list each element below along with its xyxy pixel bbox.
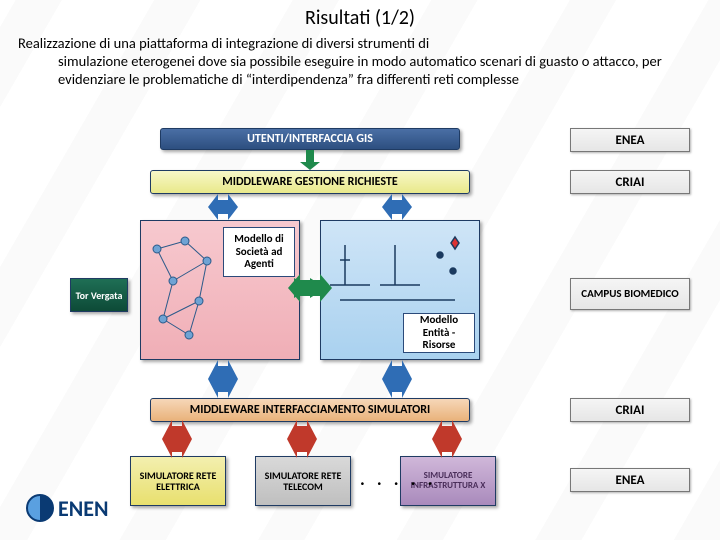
architecture-diagram: UTENTI/INTERFACCIA GIS MIDDLEWARE GESTIO… (70, 128, 548, 523)
arrow-blue-mw2 (382, 360, 412, 398)
arrow-mw2-sim3 (432, 420, 462, 458)
box-tor-vergata: Tor Vergata (70, 278, 128, 312)
para-line1: Realizzazione di una piattaforma di inte… (18, 34, 429, 52)
arrow-mw1-pink (208, 194, 238, 220)
enea-logo-icon (26, 494, 54, 522)
page-title: Risultati (1/2) (0, 0, 720, 30)
partner-campus-biomedico: CAMPUS BIOMEDICO (570, 278, 690, 310)
box-entity-model: Modello Entità - Risorse (320, 220, 480, 360)
partner-criai-1: CRIAI (570, 170, 690, 194)
para-rest: simulazione eterogenei dove sia possibil… (18, 52, 702, 88)
label-agent-model: Modello di Società ad Agenti (223, 227, 295, 277)
arrow-mw1-blue (382, 194, 412, 220)
partner-criai-2: CRIAI (570, 398, 690, 422)
entity-icon (325, 225, 475, 315)
label-entity-model: Modello Entità - Risorse (403, 313, 475, 353)
description-paragraph: Realizzazione di una piattaforma di inte… (0, 30, 720, 88)
box-middleware-simulators: MIDDLEWARE INTERFACCIAMENTO SIMULATORI (150, 398, 470, 422)
enea-logo: ENEN (26, 494, 108, 522)
box-sim-electric: SIMULATORE RETE ELETTRICA (130, 456, 226, 506)
enea-logo-text: ENEN (58, 495, 108, 522)
partner-enea-2: ENEA (570, 468, 690, 492)
arrow-mw2-sim1 (162, 420, 192, 458)
box-middleware-requests: MIDDLEWARE GESTIONE RICHIESTE (150, 170, 470, 194)
box-agent-model: Modello di Società ad Agenti (140, 220, 300, 360)
arrow-gis-mw1 (300, 150, 320, 170)
box-sim-telecom: SIMULATORE RETE TELECOM (255, 456, 351, 506)
arrow-pink-mw2 (208, 360, 238, 398)
partners-column: ENEA CRIAI CAMPUS BIOMEDICO CRIAI ENEA (570, 128, 700, 523)
arrow-mw2-sim2 (287, 420, 317, 458)
partner-enea-1: ENEA (570, 128, 690, 152)
network-icon (145, 231, 223, 351)
box-gis: UTENTI/INTERFACCIA GIS (160, 128, 460, 150)
ellipsis: . . . . . (360, 468, 436, 490)
